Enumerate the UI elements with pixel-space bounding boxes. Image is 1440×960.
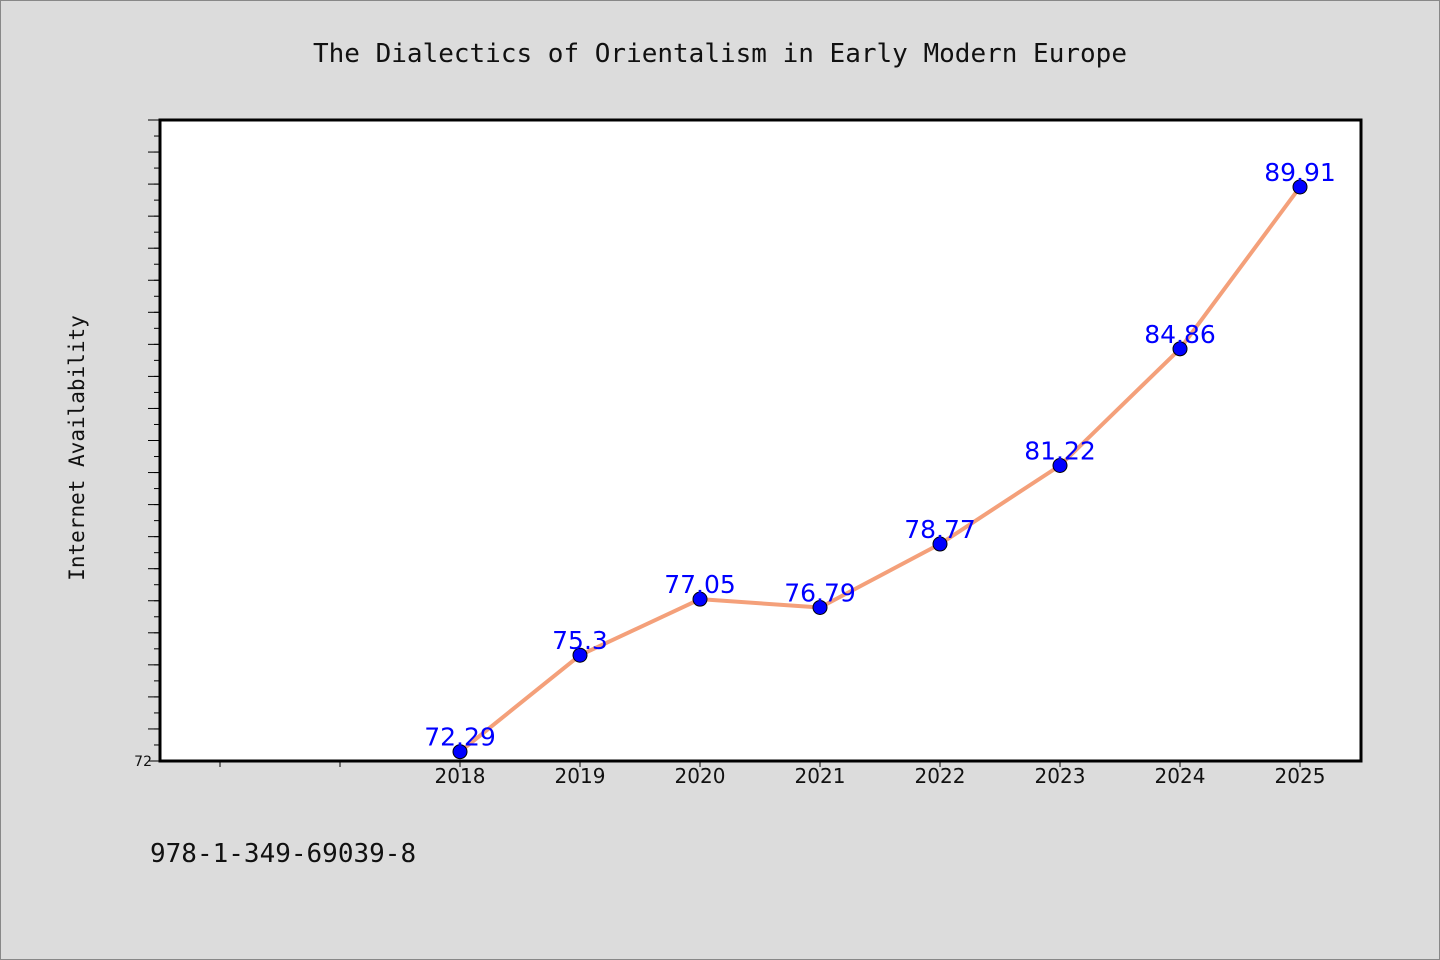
data-point [812, 599, 828, 615]
x-tick-label: 2021 [795, 764, 846, 788]
data-point [1052, 457, 1068, 473]
y-axis-label: Internet Availability [65, 315, 89, 581]
series-line [458, 185, 1302, 754]
data-label: 76.79 [784, 578, 856, 607]
data-label: 78.77 [904, 515, 976, 544]
data-label: 77.05 [664, 570, 736, 599]
data-label: 84.86 [1144, 320, 1216, 349]
data-point [692, 591, 708, 607]
x-tick-label: 2019 [555, 764, 606, 788]
plot-area [158, 118, 1363, 763]
x-tick-label: 2025 [1275, 764, 1326, 788]
x-tick-label: 2020 [675, 764, 726, 788]
data-point [1172, 341, 1188, 357]
x-tick-label: 2024 [1155, 764, 1206, 788]
chart-title: The Dialectics of Orientalism in Early M… [313, 39, 1127, 69]
footer-code: 978-1-349-69039-8 [150, 839, 416, 869]
data-point [452, 744, 468, 760]
chart-marks: 72 2018 2019 2020 2021 2022 2023 2024 2025 72.29 7… [134, 119, 1336, 788]
data-point [1292, 179, 1308, 195]
data-label: 75.3 [552, 626, 608, 655]
x-tick-label: 2018 [435, 764, 486, 788]
y-tick-label: 72 [134, 754, 152, 770]
x-tick-label: 2023 [1035, 764, 1086, 788]
data-point [932, 536, 948, 552]
x-tick-label: 2022 [915, 764, 966, 788]
data-label: 81.22 [1024, 436, 1096, 465]
data-point [572, 647, 588, 663]
data-label: 72.29 [424, 723, 496, 752]
data-label: 89.91 [1264, 158, 1336, 187]
